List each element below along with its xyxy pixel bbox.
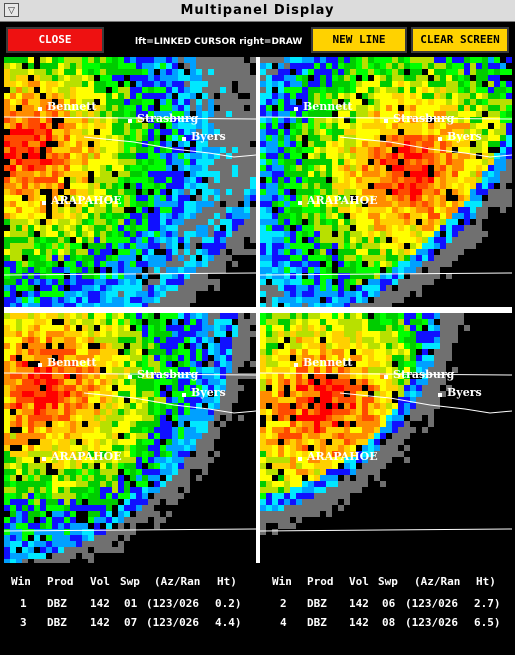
- radar-image-4: [260, 313, 512, 535]
- town-label-strasburg: Strasburg: [137, 112, 199, 125]
- row3-win: 3: [20, 616, 27, 629]
- row4-win: 4: [280, 616, 287, 629]
- row1-swp: 01: [124, 597, 138, 610]
- town-label-arapahoe: ARAPAHOE: [307, 450, 378, 463]
- town-marker: [298, 201, 302, 205]
- header-azran-2: (Az/Ran: [414, 575, 461, 588]
- row2-prod: DBZ: [307, 597, 327, 610]
- row1-azran: (123/026: [146, 597, 199, 610]
- town-label-arapahoe: ARAPAHOE: [307, 194, 378, 207]
- row3-ht: 4.4): [215, 616, 242, 629]
- panel-divider-horizontal: [4, 307, 512, 313]
- town-marker: [182, 393, 186, 397]
- row1-prod: DBZ: [47, 597, 67, 610]
- radar-panel-2[interactable]: Bennett Strasburg Byers ARAPAHOE: [260, 57, 512, 307]
- town-label-byers: Byers: [447, 386, 482, 399]
- header-ht: Ht): [217, 575, 237, 588]
- toolbar: CLOSE lft=LINKED CURSOR right=DRAW NEW L…: [0, 22, 515, 56]
- radar-image-2: [260, 57, 512, 307]
- town-marker: [384, 375, 388, 379]
- row3-vol: 142: [90, 616, 110, 629]
- radar-panel-3[interactable]: Bennett Strasburg Byers ARAPAHOE: [4, 313, 256, 563]
- radar-panels: Bennett Strasburg Byers ARAPAHOE Bennett Str…: [4, 57, 512, 563]
- clear-screen-button[interactable]: CLEAR SCREEN: [411, 27, 509, 53]
- town-label-bennett: Bennett: [303, 100, 353, 113]
- header-ht-2: Ht): [476, 575, 496, 588]
- row2-win: 2: [280, 597, 287, 610]
- town-marker: [42, 201, 46, 205]
- header-azran: (Az/Ran: [154, 575, 201, 588]
- row2-azran: (123/026: [405, 597, 458, 610]
- row2-ht: 2.7): [474, 597, 501, 610]
- town-label-strasburg: Strasburg: [393, 368, 455, 381]
- row1-win: 1: [20, 597, 27, 610]
- town-marker: [38, 363, 42, 367]
- row3-prod: DBZ: [47, 616, 67, 629]
- town-marker: [438, 137, 442, 141]
- row4-prod: DBZ: [307, 616, 327, 629]
- header-prod: Prod: [47, 575, 74, 588]
- header-swp-2: Swp: [378, 575, 398, 588]
- radar-image-1: [4, 57, 256, 307]
- town-marker: [298, 457, 302, 461]
- window-menu-icon[interactable]: ▽: [4, 3, 19, 17]
- town-marker: [182, 137, 186, 141]
- row2-swp: 06: [382, 597, 396, 610]
- row3-swp: 07: [124, 616, 138, 629]
- town-label-strasburg: Strasburg: [137, 368, 199, 381]
- row4-swp: 08: [382, 616, 396, 629]
- row4-azran: (123/026: [405, 616, 458, 629]
- town-label-bennett: Bennett: [47, 100, 97, 113]
- row4-vol: 142: [349, 616, 369, 629]
- town-label-byers: Byers: [191, 386, 226, 399]
- header-win-2: Win: [272, 575, 292, 588]
- sweep-info-table: Win Prod Vol Swp (Az/Ran Ht) Win Prod Vo…: [0, 566, 515, 655]
- cursor-hint: lft=LINKED CURSOR right=DRAW: [135, 37, 303, 47]
- radar-panel-1[interactable]: Bennett Strasburg Byers ARAPAHOE: [4, 57, 256, 307]
- row2-vol: 142: [349, 597, 369, 610]
- town-marker: [38, 107, 42, 111]
- town-marker: [42, 457, 46, 461]
- window-title: Multipanel Display: [180, 3, 335, 18]
- radar-image-3: [4, 313, 256, 563]
- title-bar: ▽ Multipanel Display: [0, 0, 515, 22]
- radar-panel-4[interactable]: Bennett Strasburg Byers ARAPAHOE: [260, 313, 512, 563]
- town-label-bennett: Bennett: [303, 356, 353, 369]
- town-label-bennett: Bennett: [47, 356, 97, 369]
- town-label-arapahoe: ARAPAHOE: [51, 450, 122, 463]
- row3-azran: (123/026: [146, 616, 199, 629]
- new-line-button[interactable]: NEW LINE: [311, 27, 407, 53]
- header-vol-2: Vol: [349, 575, 369, 588]
- town-marker: [438, 393, 442, 397]
- town-marker: [384, 119, 388, 123]
- town-label-arapahoe: ARAPAHOE: [51, 194, 122, 207]
- row1-vol: 142: [90, 597, 110, 610]
- town-label-byers: Byers: [447, 130, 482, 143]
- header-vol: Vol: [90, 575, 110, 588]
- town-marker: [294, 107, 298, 111]
- town-marker: [128, 119, 132, 123]
- row4-ht: 6.5): [474, 616, 501, 629]
- town-marker: [128, 375, 132, 379]
- header-win: Win: [11, 575, 31, 588]
- town-marker: [294, 363, 298, 367]
- row1-ht: 0.2): [215, 597, 242, 610]
- header-swp: Swp: [120, 575, 140, 588]
- close-button[interactable]: CLOSE: [6, 27, 104, 53]
- town-label-byers: Byers: [191, 130, 226, 143]
- town-label-strasburg: Strasburg: [393, 112, 455, 125]
- header-prod-2: Prod: [307, 575, 334, 588]
